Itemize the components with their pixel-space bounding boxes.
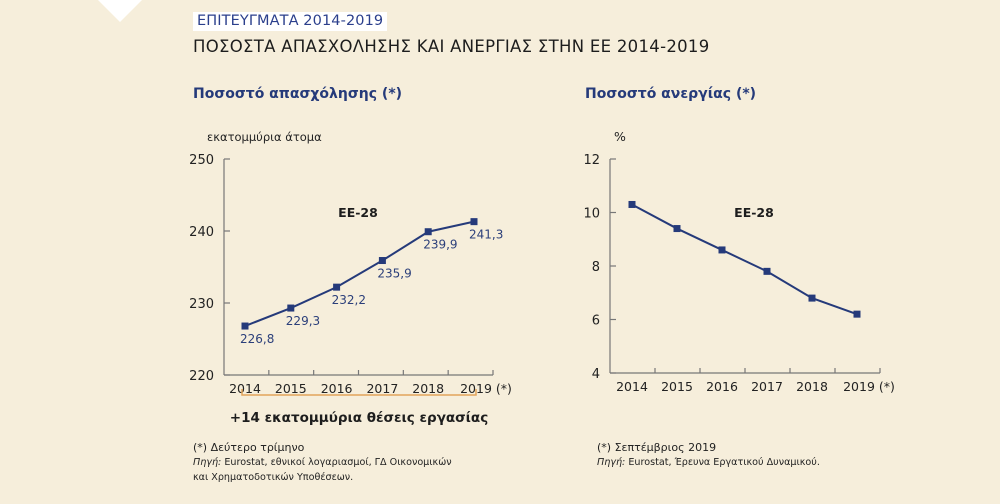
unemployment-chart-title: Ποσοστό ανεργίας (*) [585,86,757,102]
x-tick-label: 2014 [229,381,261,396]
x-tick-label: 2015 [275,381,307,396]
series-line [244,220,475,327]
data-point [673,225,681,233]
x-tick-label: 2018 [796,379,828,394]
employment-footnotes: (*) Δεύτερο τρίμηνο Πηγή: Eurostat, εθνι… [193,440,452,485]
data-label: 226,8 [240,332,274,346]
y-tick-label: 4 [592,367,600,382]
data-point [287,304,295,312]
y-tick-label: 12 [583,153,600,168]
x-tick-label: 2019 (*) [843,379,895,394]
section-kicker: ΕΠΙΤΕΥΓΜΑΤΑ 2014-2019 [193,12,388,31]
data-label: 235,9 [377,267,411,281]
unemployment-footnotes: (*) Σεπτέμβριος 2019 Πηγή: Eurostat, Έρε… [597,440,820,470]
y-tick-label: 8 [592,260,600,275]
x-tick-label: 2014 [616,379,648,394]
data-point [628,200,636,208]
x-tick-label: 2016 [321,381,353,396]
x-tick-label: 2019 (*) [460,381,512,396]
x-tick-label: 2018 [412,381,444,396]
employment-source-line1: Eurostat, εθνικοί λογαριασμοί, ΓΔ Οικονο… [221,457,452,468]
decorative-notch [98,0,142,22]
series-label: ΕΕ-28 [338,205,378,220]
y-tick-label: 240 [189,225,214,240]
data-point [333,283,341,291]
employment-source-line2: και Χρηματοδοτικών Υποθέσεων. [193,472,354,483]
data-point [808,294,816,302]
x-tick-label: 2015 [661,379,693,394]
data-point [470,218,478,226]
y-tick-label: 10 [583,207,600,222]
data-point [718,246,726,254]
unemployment-footnote: (*) Σεπτέμβριος 2019 [597,441,717,454]
y-unit-label: εκατομμύρια άτομα [207,130,322,144]
data-point [378,257,386,265]
y-tick-label: 220 [189,369,214,384]
unemployment-chart: 4 6 8 10 12 2014 2015 2016 2017 2018 2019 (*)% ΕΕ-2… [583,129,894,394]
x-tick-label: 2017 [366,381,398,396]
unemployment-source-label: Πηγή: [597,457,626,468]
data-point [853,310,861,318]
page-title: ΠΟΣΟΣΤΑ ΑΠΑΣΧΟΛΗΣΗΣ ΚΑΙ ΑΝΕΡΓΙΑΣ ΣΤΗΝ ΕΕ… [193,37,710,56]
data-label: 239,9 [423,238,457,252]
jobs-annotation: +14 εκατομμύρια θέσεις εργασίας [230,410,488,426]
data-label: 232,2 [332,293,366,307]
employment-source-label: Πηγή: [193,457,222,468]
data-point [241,322,249,330]
y-tick-label: 230 [189,297,214,312]
data-label: 229,3 [286,314,320,328]
y-tick-label: 250 [189,153,214,168]
series-line [631,203,858,316]
employment-chart: 220 230 240 250 2014 2015 2016 2017 2018 2019 (*)… [189,130,512,426]
series-label: ΕΕ-28 [734,205,774,220]
data-point [424,228,432,236]
y-tick-label: 6 [592,314,600,329]
x-tick-label: 2016 [706,379,738,394]
y-unit-label: % [614,129,626,144]
range-bracket [241,389,477,396]
unemployment-source-line1: Eurostat, Έρευνα Εργατικού Δυναμικού. [625,457,820,468]
employment-footnote: (*) Δεύτερο τρίμηνο [193,441,305,454]
data-label: 241,3 [469,228,503,242]
data-point [763,267,771,275]
x-tick-label: 2017 [751,379,783,394]
employment-chart-title: Ποσοστό απασχόλησης (*) [193,86,403,102]
